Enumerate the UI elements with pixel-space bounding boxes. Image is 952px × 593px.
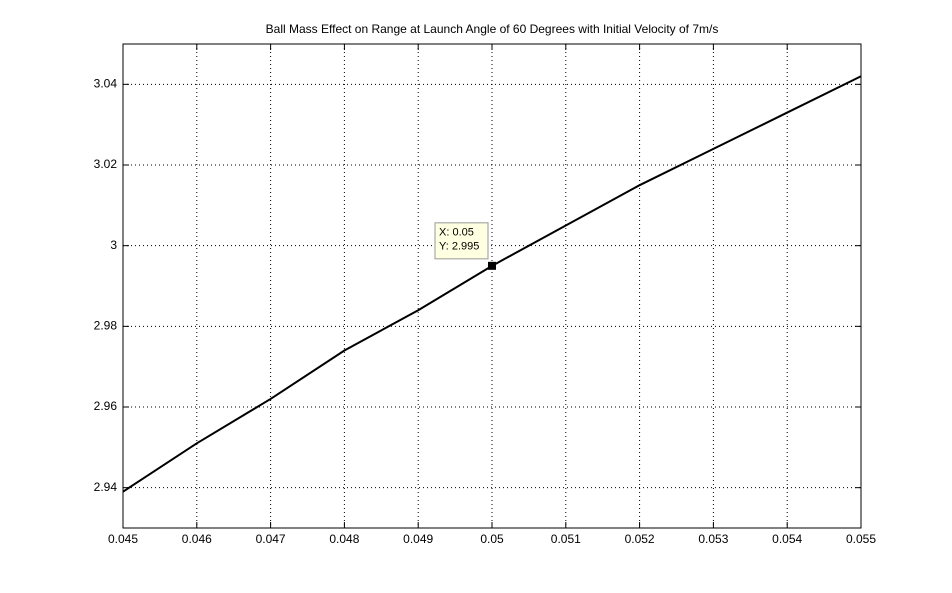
y-tick-label: 2.96 <box>94 399 118 413</box>
x-tick-label: 0.049 <box>403 532 433 546</box>
x-tick-label: 0.051 <box>551 532 581 546</box>
x-tick-label: 0.055 <box>846 532 876 546</box>
y-tick-label: 3.02 <box>94 157 118 171</box>
datatip-marker <box>488 261 496 270</box>
x-tick-label: 0.045 <box>108 532 138 546</box>
x-tick-label: 0.05 <box>480 532 504 546</box>
x-tick-label: 0.053 <box>698 532 728 546</box>
y-tick-label: 2.94 <box>94 480 118 494</box>
datatip-text: X: 0.05 <box>439 227 474 239</box>
y-tick-label: 3.04 <box>94 77 118 91</box>
datatip-box <box>434 222 489 260</box>
x-tick-label: 0.052 <box>625 532 655 546</box>
y-tick-label: 3 <box>110 238 117 252</box>
x-tick-label: 0.046 <box>182 532 212 546</box>
x-tick-label: 0.048 <box>329 532 359 546</box>
chart-title: Ball Mass Effect on Range at Launch Angl… <box>266 22 719 36</box>
y-tick-label: 2.98 <box>94 319 118 333</box>
axes-box <box>122 43 862 529</box>
x-tick-label: 0.054 <box>772 532 802 546</box>
datatip-text: Y: 2.995 <box>439 241 479 253</box>
x-tick-label: 0.047 <box>256 532 286 546</box>
